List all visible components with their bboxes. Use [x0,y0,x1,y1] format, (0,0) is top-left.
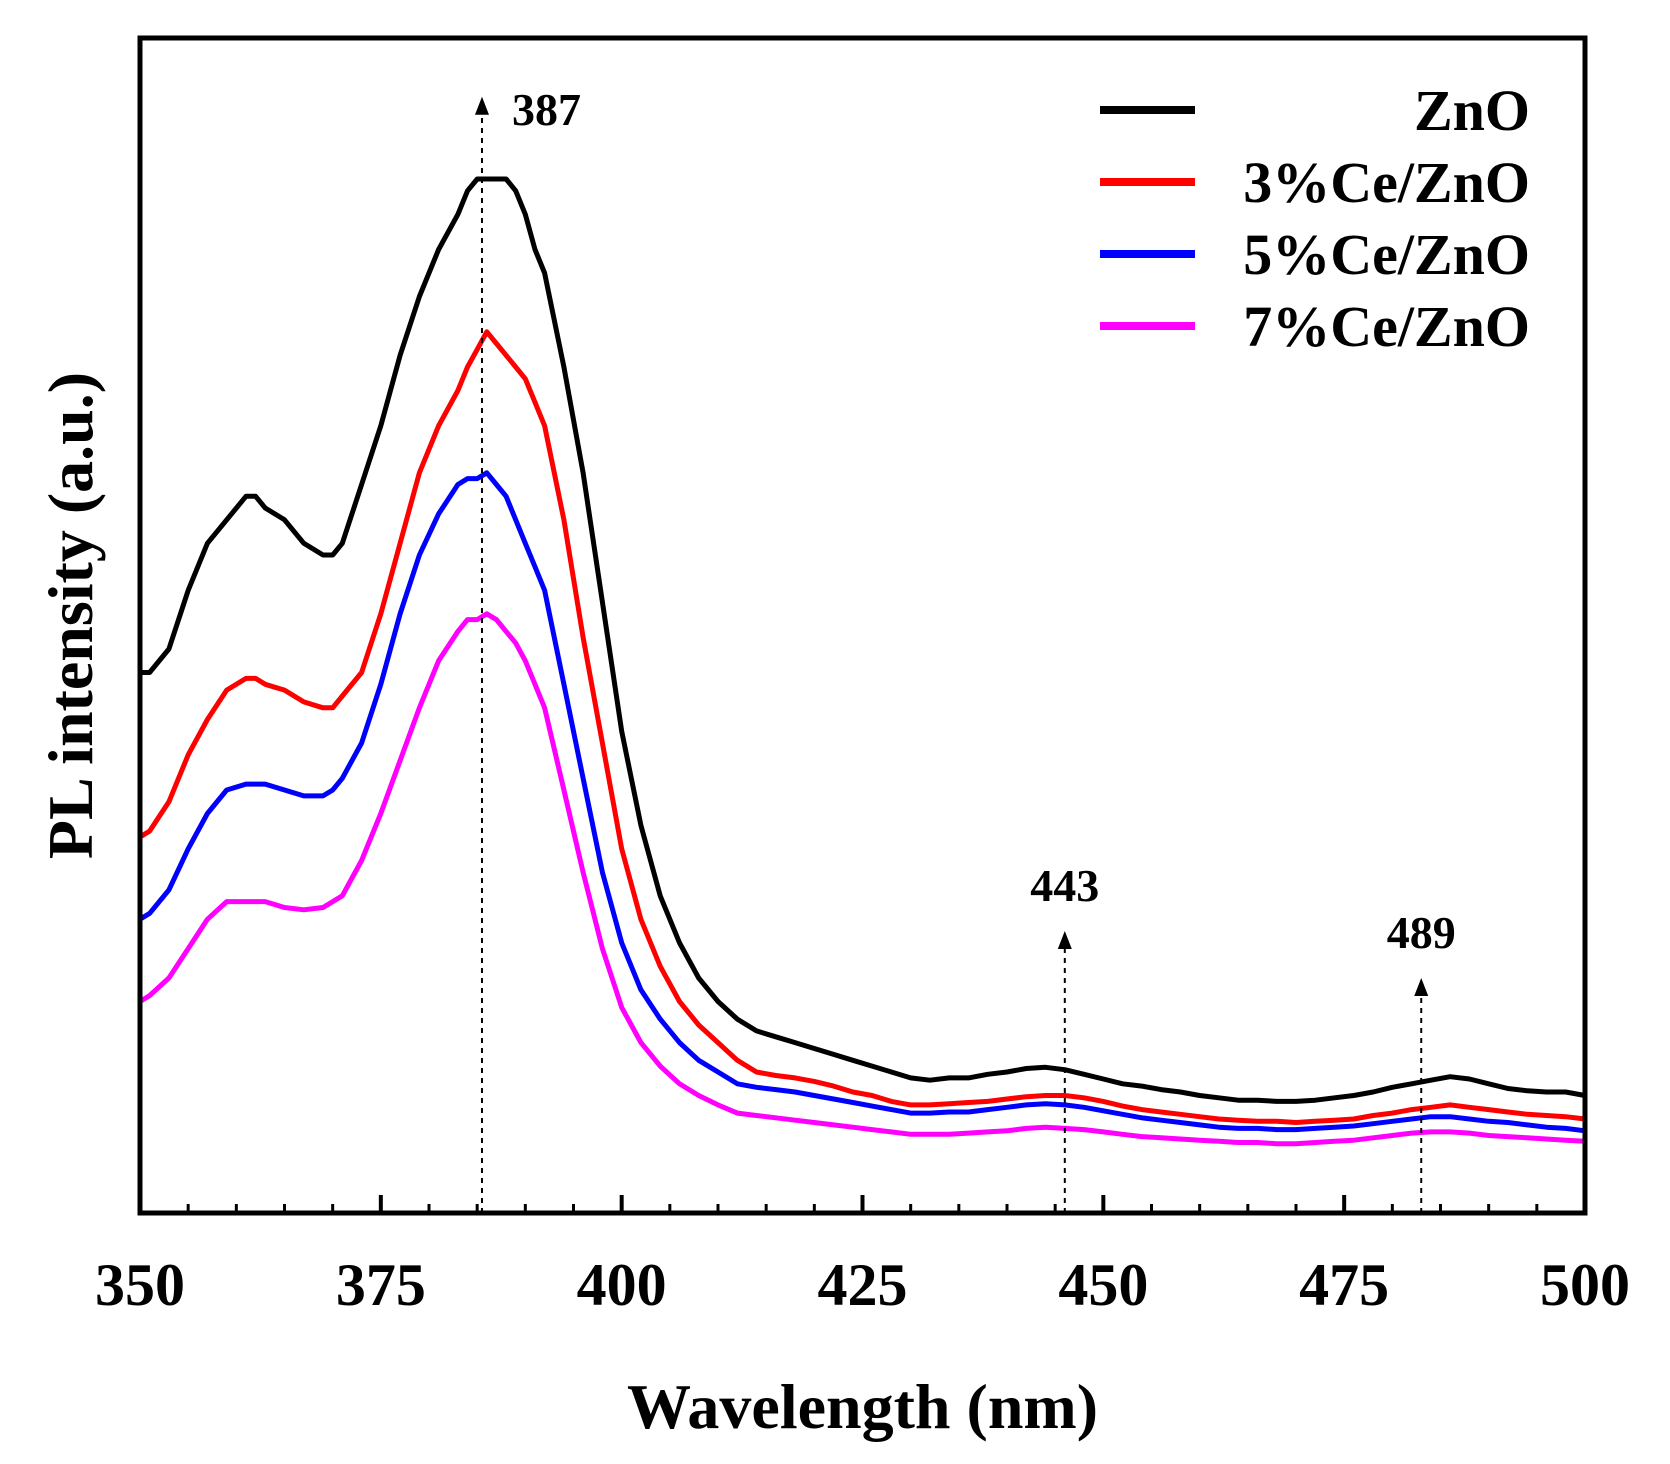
annotation-arrowhead [474,96,489,115]
x-axis-title: Wavelength (nm) [627,1371,1098,1442]
series-layer [137,176,1588,1147]
annotation-arrowhead [1414,978,1429,996]
annotation-label: 387 [512,84,581,135]
series-line-1 [137,329,1588,1125]
legend: ZnO 3%Ce/ZnO 5%Ce/ZnO 7%Ce/ZnO [1100,78,1530,359]
annotation-layer: 387 443 489 [474,84,1456,1213]
annotation-label: 489 [1387,907,1456,958]
legend-label: ZnO [1414,78,1530,143]
legend-label: 3%Ce/ZnO [1243,150,1530,215]
x-tick-label: 500 [1540,1252,1630,1318]
x-tick-label: 375 [336,1252,426,1318]
series-line-3 [137,611,1588,1147]
x-tick-label: 475 [1299,1252,1389,1318]
x-tick-label: 450 [1058,1252,1148,1318]
y-axis-title: PL intensity (a.u.) [35,372,106,859]
series-line-2 [137,470,1588,1134]
x-axis-ticks: 350 375 400 425 450 475 500 [95,1195,1630,1318]
annotation-label: 443 [1030,860,1099,911]
annotation-arrowhead [1057,931,1072,949]
x-tick-label: 425 [818,1252,908,1318]
legend-label: 5%Ce/ZnO [1243,222,1530,287]
x-tick-label: 400 [577,1252,667,1318]
series-line-0 [137,176,1588,1104]
x-tick-label: 350 [95,1252,185,1318]
legend-label: 7%Ce/ZnO [1243,294,1530,359]
